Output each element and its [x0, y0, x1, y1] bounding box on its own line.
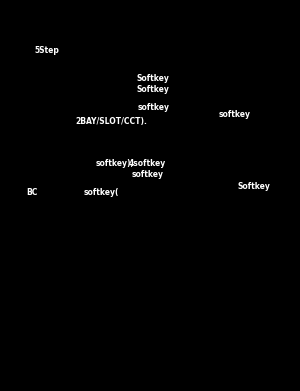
Text: softkey: softkey: [132, 170, 164, 179]
Text: 2BAY/SLOT/CCT).: 2BAY/SLOT/CCT).: [75, 117, 147, 126]
Text: BC: BC: [26, 188, 38, 197]
Text: 4softkey: 4softkey: [128, 159, 166, 168]
Text: softkey),: softkey),: [96, 159, 134, 168]
Text: softkey(: softkey(: [83, 188, 119, 197]
Text: softkey: softkey: [138, 103, 170, 113]
Text: softkey: softkey: [219, 110, 251, 120]
Text: Softkey: Softkey: [237, 181, 270, 191]
Text: Softkey: Softkey: [136, 84, 169, 94]
Text: Softkey: Softkey: [136, 74, 169, 83]
Text: 5Step: 5Step: [34, 46, 59, 56]
